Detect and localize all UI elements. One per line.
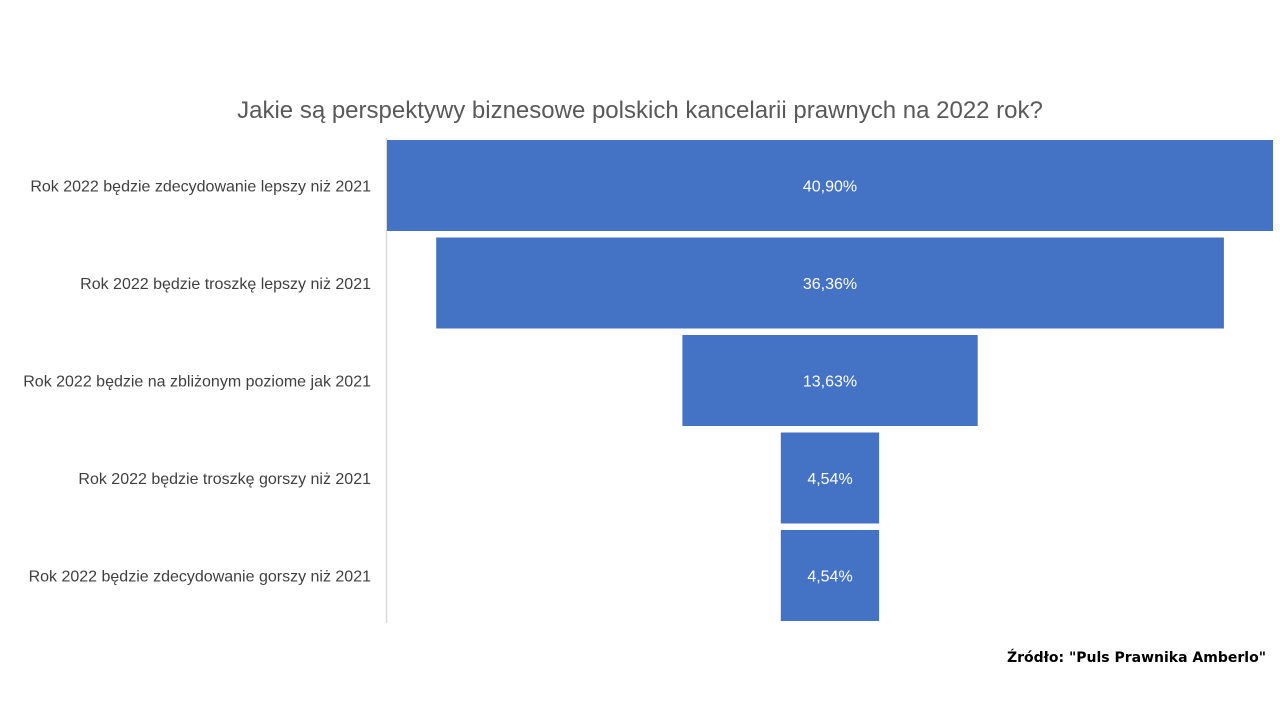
funnel-bar	[436, 237, 1224, 329]
bar-data-label: 4,54%	[807, 471, 852, 488]
funnel-bar	[387, 140, 1273, 231]
bar-data-label: 4,54%	[807, 569, 852, 586]
category-label: Rok 2022 będzie zdecydowanie gorszy niż …	[29, 569, 372, 586]
funnel-bar	[682, 335, 978, 426]
data-labels-group: 40,90% 36,36% 13,63% 4,54% 4,54%	[803, 179, 857, 586]
bar-data-label: 36,36%	[803, 276, 857, 293]
source-note: Źródło: "Puls Prawnika Amberlo"	[1006, 650, 1266, 666]
category-label: Rok 2022 będzie troszkę lepszy niż 2021	[80, 276, 371, 293]
category-label: Rok 2022 będzie na zbliżonym poziome jak…	[23, 374, 371, 391]
bar-data-label: 40,90%	[803, 179, 857, 196]
chart-title: Jakie są perspektywy biznesowe polskich …	[237, 97, 1043, 124]
category-labels-group: Rok 2022 będzie zdecydowanie lepszy niż …	[23, 179, 371, 586]
category-label: Rok 2022 będzie zdecydowanie lepszy niż …	[30, 179, 371, 196]
funnel-bar	[780, 530, 880, 621]
category-label: Rok 2022 będzie troszkę gorszy niż 2021	[78, 471, 371, 488]
funnel-bar	[780, 432, 880, 524]
bars-group	[387, 140, 1273, 621]
bar-data-label: 13,63%	[803, 374, 857, 391]
